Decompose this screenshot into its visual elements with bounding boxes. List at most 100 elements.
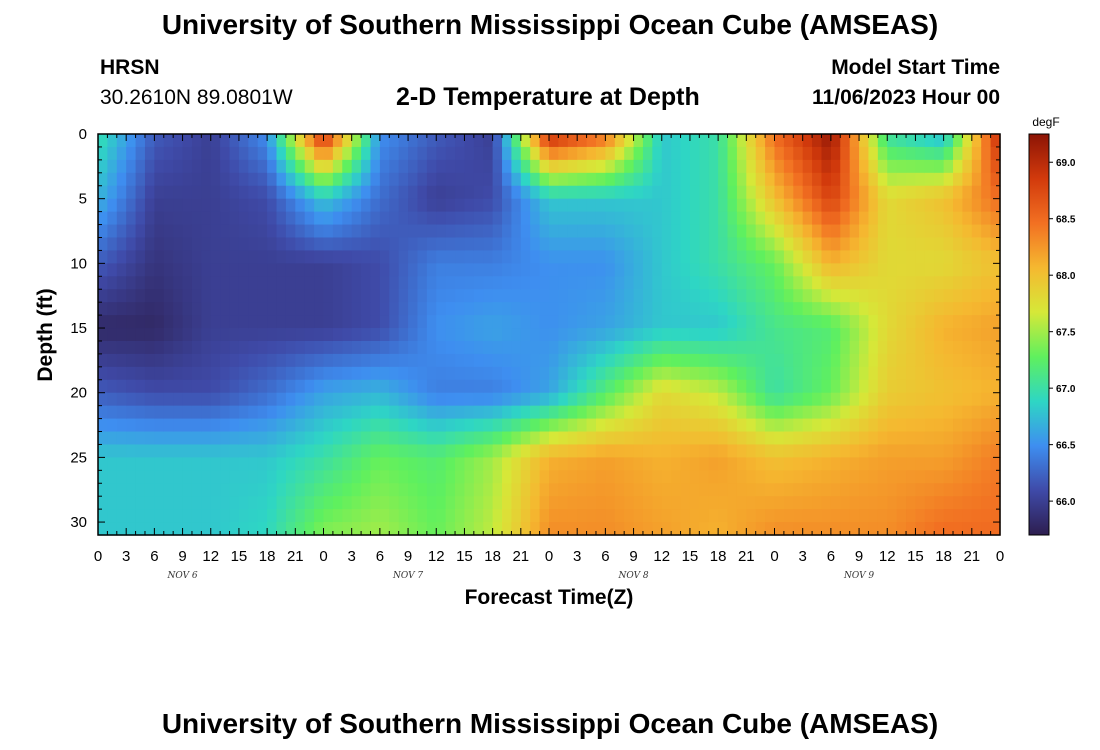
heatmap-cell bbox=[332, 496, 343, 510]
heatmap-cell bbox=[304, 444, 315, 458]
heatmap-cell bbox=[455, 185, 466, 200]
heatmap-cell bbox=[812, 302, 823, 316]
heatmap-cell bbox=[558, 418, 569, 433]
heatmap-cell bbox=[163, 328, 174, 342]
heatmap-cell bbox=[812, 328, 823, 342]
heatmap-cell bbox=[182, 418, 193, 433]
heatmap-cell bbox=[558, 457, 569, 471]
heatmap-cell bbox=[802, 237, 813, 252]
heatmap-cell bbox=[238, 379, 249, 394]
heatmap-cell bbox=[821, 431, 832, 446]
heatmap-cell bbox=[436, 146, 447, 161]
heatmap-cell bbox=[116, 483, 127, 497]
colorbar-tick-label: 66.5 bbox=[1056, 441, 1076, 452]
heatmap-cell bbox=[859, 134, 870, 148]
heatmap-cell bbox=[642, 405, 653, 420]
heatmap-cell bbox=[295, 470, 306, 484]
heatmap-cell bbox=[689, 185, 700, 200]
heatmap-cell bbox=[614, 289, 625, 303]
heatmap-cell bbox=[455, 224, 466, 239]
heatmap-cell bbox=[783, 470, 794, 484]
heatmap-cell bbox=[173, 185, 184, 200]
heatmap-cell bbox=[511, 289, 522, 303]
heatmap-cell bbox=[595, 444, 606, 458]
heatmap-cell bbox=[962, 302, 973, 316]
heatmap-cell bbox=[962, 340, 973, 355]
heatmap-cell bbox=[163, 250, 174, 264]
heatmap-cell bbox=[285, 392, 296, 407]
heatmap-cell bbox=[661, 289, 672, 303]
heatmap-cell bbox=[126, 185, 137, 200]
heatmap-cell bbox=[295, 418, 306, 433]
heatmap-cell bbox=[323, 379, 334, 394]
heatmap-cell bbox=[962, 237, 973, 252]
heatmap-cell bbox=[539, 289, 550, 303]
heatmap-cell bbox=[426, 522, 437, 536]
heatmap-cell bbox=[492, 496, 503, 510]
heatmap-cell bbox=[708, 405, 719, 420]
heatmap-cell bbox=[746, 353, 757, 368]
heatmap-cell bbox=[332, 340, 343, 355]
heatmap-cell bbox=[727, 198, 738, 213]
heatmap-cell bbox=[201, 289, 212, 303]
heatmap-cell bbox=[586, 431, 597, 446]
heatmap-cell bbox=[812, 392, 823, 407]
heatmap-cell bbox=[267, 146, 278, 161]
heatmap-cell bbox=[633, 315, 644, 329]
heatmap-cell bbox=[783, 496, 794, 510]
heatmap-cell bbox=[680, 379, 691, 394]
heatmap-cell bbox=[144, 224, 155, 239]
heatmap-cell bbox=[765, 289, 776, 303]
heatmap-cell bbox=[689, 263, 700, 277]
heatmap-cell bbox=[830, 431, 841, 446]
heatmap-cell bbox=[896, 522, 907, 536]
heatmap-cell bbox=[126, 418, 137, 433]
heatmap-cell bbox=[445, 509, 456, 523]
heatmap-cell bbox=[586, 134, 597, 148]
heatmap-cell bbox=[765, 328, 776, 342]
heatmap-cell bbox=[483, 509, 494, 523]
heatmap-cell bbox=[924, 276, 935, 290]
heatmap-cell bbox=[173, 340, 184, 355]
heatmap-cell bbox=[332, 509, 343, 523]
heatmap-cell bbox=[201, 379, 212, 394]
heatmap-cell bbox=[276, 483, 287, 497]
heatmap-cell bbox=[943, 263, 954, 277]
heatmap-cell bbox=[990, 224, 1001, 239]
heatmap-cell bbox=[614, 146, 625, 161]
heatmap-cell bbox=[351, 211, 362, 226]
heatmap-cell bbox=[821, 470, 832, 484]
heatmap-cell bbox=[549, 522, 559, 536]
heatmap-cell bbox=[689, 224, 700, 239]
heatmap-cell bbox=[558, 496, 569, 510]
heatmap-cell bbox=[567, 353, 578, 368]
heatmap-cell bbox=[802, 379, 813, 394]
heatmap-cell bbox=[718, 470, 729, 484]
heatmap-cell bbox=[445, 444, 456, 458]
heatmap-cell bbox=[285, 237, 296, 252]
heatmap-cell bbox=[821, 509, 832, 523]
heatmap-cell bbox=[821, 237, 832, 252]
heatmap-cell bbox=[173, 146, 184, 161]
heatmap-cell bbox=[821, 392, 832, 407]
heatmap-cell bbox=[201, 159, 212, 174]
heatmap-cell bbox=[210, 211, 221, 226]
heatmap-cell bbox=[126, 509, 137, 523]
heatmap-cell bbox=[520, 405, 531, 420]
heatmap-cell bbox=[962, 276, 973, 290]
heatmap-cell bbox=[257, 289, 268, 303]
heatmap-cell bbox=[708, 172, 719, 187]
heatmap-cell bbox=[586, 444, 597, 458]
heatmap-cell bbox=[304, 172, 315, 187]
heatmap-cell bbox=[135, 211, 146, 226]
heatmap-cell bbox=[595, 250, 606, 264]
heatmap-cell bbox=[323, 496, 334, 510]
heatmap-cell bbox=[661, 483, 672, 497]
heatmap-cell bbox=[304, 522, 315, 536]
heatmap-cell bbox=[849, 276, 860, 290]
heatmap-cell bbox=[182, 392, 193, 407]
heatmap-cell bbox=[821, 211, 832, 226]
heatmap-cell bbox=[511, 185, 522, 200]
heatmap-cell bbox=[173, 392, 184, 407]
heatmap-cell bbox=[332, 302, 343, 316]
